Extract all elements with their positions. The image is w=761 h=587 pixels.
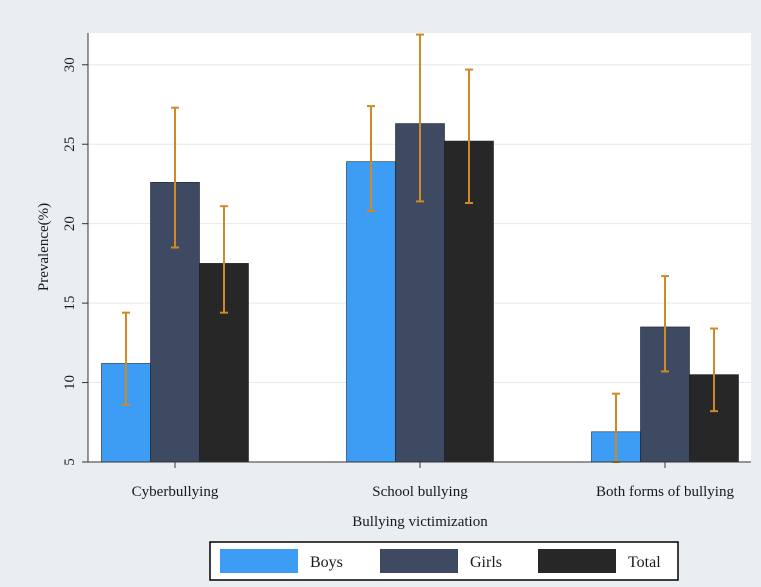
legend-label-girls: Girls	[470, 554, 502, 571]
y-tick-label: 25	[62, 137, 78, 152]
legend-swatch-girls	[380, 549, 458, 573]
x-tick-label-school-bullying: School bullying	[372, 484, 468, 500]
y-axis-title: Prevalence(%)	[36, 203, 52, 291]
y-axis-ticks: 5 10 15 20 25 30	[62, 57, 88, 466]
legend-swatch-boys	[220, 549, 298, 573]
y-tick-label: 30	[62, 57, 78, 72]
x-tick-label-cyberbullying: Cyberbullying	[132, 484, 219, 500]
y-tick-label: 15	[62, 296, 78, 311]
x-axis-title: Bullying victimization	[352, 514, 488, 530]
error-bars	[122, 33, 718, 463]
legend: Boys Girls Total	[209, 541, 679, 581]
x-axis-category-labels: Cyberbullying School bullying Both forms o…	[132, 462, 734, 500]
x-tick-label-both-forms-of-bullying: Both forms of bullying	[596, 484, 734, 500]
y-tick-label: 10	[62, 375, 78, 390]
y-tick-label: 5	[62, 458, 78, 466]
legend-label-total: Total	[628, 554, 661, 571]
legend-label-boys: Boys	[310, 554, 343, 571]
legend-swatch-total	[538, 549, 616, 573]
y-tick-label: 20	[62, 216, 78, 231]
